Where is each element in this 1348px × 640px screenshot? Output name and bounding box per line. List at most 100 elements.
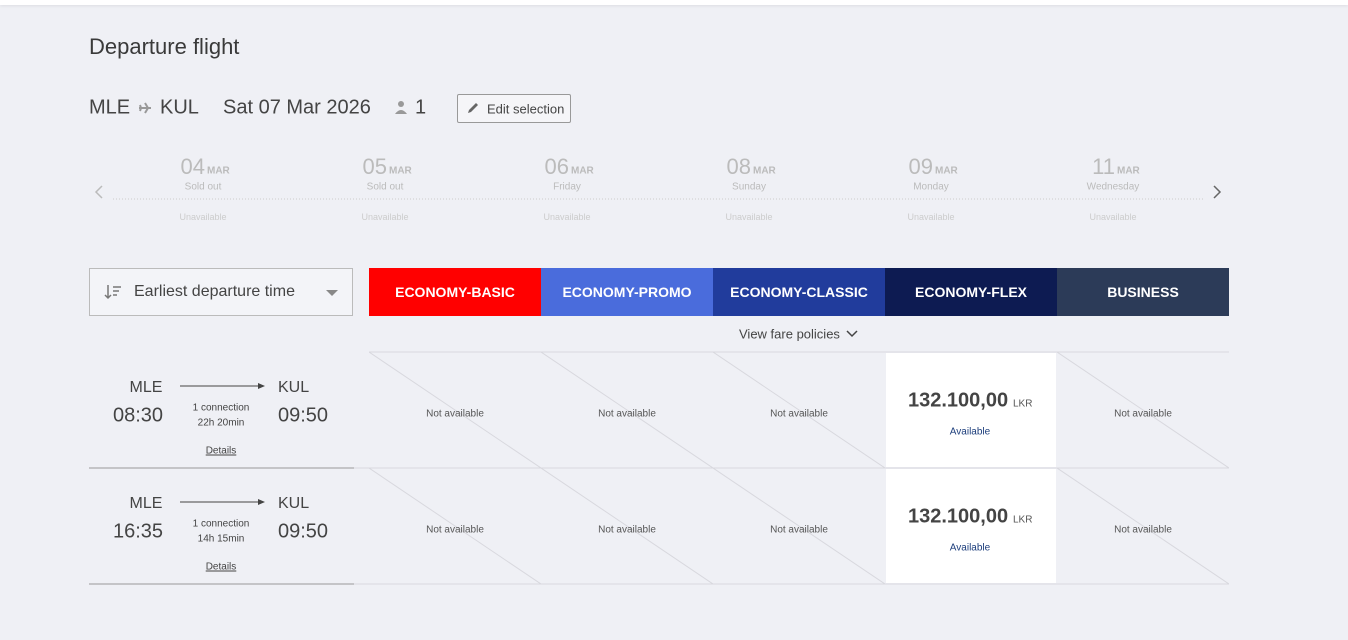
fare-currency: LKR (1013, 398, 1033, 410)
date-day: 11 (1092, 154, 1115, 179)
fare-option[interactable]: 132.100,00 LKR Available (886, 469, 1056, 583)
unavailable-hatch (369, 468, 541, 584)
fare-unavailable: Not available (598, 524, 656, 536)
arrival-time: 09:50 (278, 520, 329, 543)
prev-arrow (94, 185, 103, 199)
sort-label: Earliest departure time (134, 283, 295, 300)
fare-name: ECONOMY-CLASSIC (730, 284, 868, 300)
date-availability: Unavailable (179, 212, 227, 222)
flight-destination: KUL (278, 495, 310, 512)
fare-policies-toggle[interactable]: View fare policies (739, 324, 864, 344)
row-divider (354, 583, 1229, 585)
unavailable-hatch (1057, 468, 1229, 584)
date-status: Friday (553, 181, 581, 193)
route-arrow (180, 383, 265, 389)
fare-policies-label: View fare policies (739, 326, 840, 342)
fare-unavailable: Not available (770, 408, 828, 420)
departure-time: 16:35 (112, 520, 164, 543)
unavailable-hatch (369, 352, 541, 468)
date-month: MAR (207, 165, 230, 177)
date-day: 05 (362, 154, 387, 179)
date-status: Sold out (366, 181, 404, 193)
date-option[interactable]: 11 MAR Wednesday Unavailable (1073, 152, 1153, 230)
fare-header[interactable]: ECONOMY-FLEX (885, 268, 1057, 316)
fare-unavailable: Not available (426, 524, 484, 536)
fare-header[interactable]: ECONOMY-CLASSIC (713, 268, 885, 316)
plane-icon (139, 102, 151, 114)
edit-selection-label: Edit selection (487, 101, 565, 117)
fare-name: BUSINESS (1107, 284, 1179, 300)
date-day: 08 (726, 154, 751, 179)
next-arrow (1213, 185, 1222, 199)
departure-time: 08:30 (112, 404, 164, 427)
row-divider (354, 467, 1229, 469)
date-option[interactable]: 04 MAR Sold out Unavailable (163, 152, 243, 230)
table-top-line (369, 351, 1229, 353)
sort-dropdown[interactable]: Earliest departure time (89, 268, 353, 316)
flight-destination: KUL (278, 379, 310, 396)
date-availability: Unavailable (725, 212, 773, 222)
date-availability: Unavailable (907, 212, 955, 222)
fare-unavailable: Not available (598, 408, 656, 420)
fare-status: Available (949, 426, 991, 438)
fare-name: ECONOMY-BASIC (395, 284, 515, 300)
unavailable-hatch (713, 468, 885, 584)
fare-option[interactable]: 132.100,00 LKR Available (886, 353, 1056, 467)
date-option[interactable]: 09 MAR Monday Unavailable (891, 152, 971, 230)
flight-origin: MLE (129, 379, 163, 396)
date-availability: Unavailable (543, 212, 591, 222)
date-status: Sunday (732, 181, 766, 193)
unavailable-hatch (541, 352, 713, 468)
fare-unavailable: Not available (770, 524, 828, 536)
edit-icon (468, 103, 478, 113)
connection-count: 1 connection (192, 518, 250, 530)
details-link[interactable]: Details (205, 561, 237, 573)
arrival-time: 09:50 (278, 404, 329, 427)
date-month: MAR (389, 165, 412, 177)
fare-header[interactable]: ECONOMY-BASIC (369, 268, 541, 316)
date-month: MAR (753, 165, 776, 177)
date-status: Monday (913, 181, 949, 193)
date-availability: Unavailable (1089, 212, 1137, 222)
date-month: MAR (1117, 165, 1140, 177)
unavailable-hatch (713, 352, 885, 468)
travel-date: Sat 07 Mar 2026 (223, 96, 371, 119)
date-day: 06 (544, 154, 569, 179)
fare-header[interactable]: BUSINESS (1057, 268, 1229, 316)
chevron-icon (846, 330, 858, 338)
fare-header[interactable]: ECONOMY-PROMO (541, 268, 713, 316)
top-bar (0, 0, 1348, 5)
edit-selection-button[interactable]: Edit selection (457, 94, 571, 123)
details-link[interactable]: Details (205, 445, 237, 457)
dropdown-caret (326, 290, 338, 296)
date-option[interactable]: 08 MAR Sunday Unavailable (709, 152, 789, 230)
date-status: Wednesday (1086, 181, 1140, 193)
flight-duration: 22h 20min (197, 417, 245, 429)
page-title: Departure flight (89, 34, 240, 59)
fare-unavailable: Not available (426, 408, 484, 420)
date-day: 09 (908, 154, 933, 179)
date-divider (113, 198, 1205, 200)
fare-price: 132.100,00 (908, 505, 1009, 528)
date-option[interactable]: 06 MAR Friday Unavailable (527, 152, 607, 230)
row-divider (89, 467, 354, 469)
unavailable-hatch (541, 468, 713, 584)
unavailable-hatch (1057, 352, 1229, 468)
passenger-icon (395, 101, 407, 114)
date-day: 04 (180, 154, 205, 179)
date-option[interactable]: 05 MAR Sold out Unavailable (345, 152, 425, 230)
fare-name: ECONOMY-PROMO (562, 284, 692, 300)
fare-name: ECONOMY-FLEX (914, 284, 1028, 300)
date-month: MAR (571, 165, 594, 177)
fare-currency: LKR (1013, 514, 1033, 526)
sort-icon (104, 285, 121, 300)
date-availability: Unavailable (361, 212, 409, 222)
flight-duration: 14h 15min (197, 533, 245, 545)
date-status: Sold out (184, 181, 222, 193)
date-month: MAR (935, 165, 958, 177)
fare-price: 132.100,00 (908, 389, 1009, 412)
fare-status: Available (949, 542, 991, 554)
destination: KUL (160, 96, 199, 119)
